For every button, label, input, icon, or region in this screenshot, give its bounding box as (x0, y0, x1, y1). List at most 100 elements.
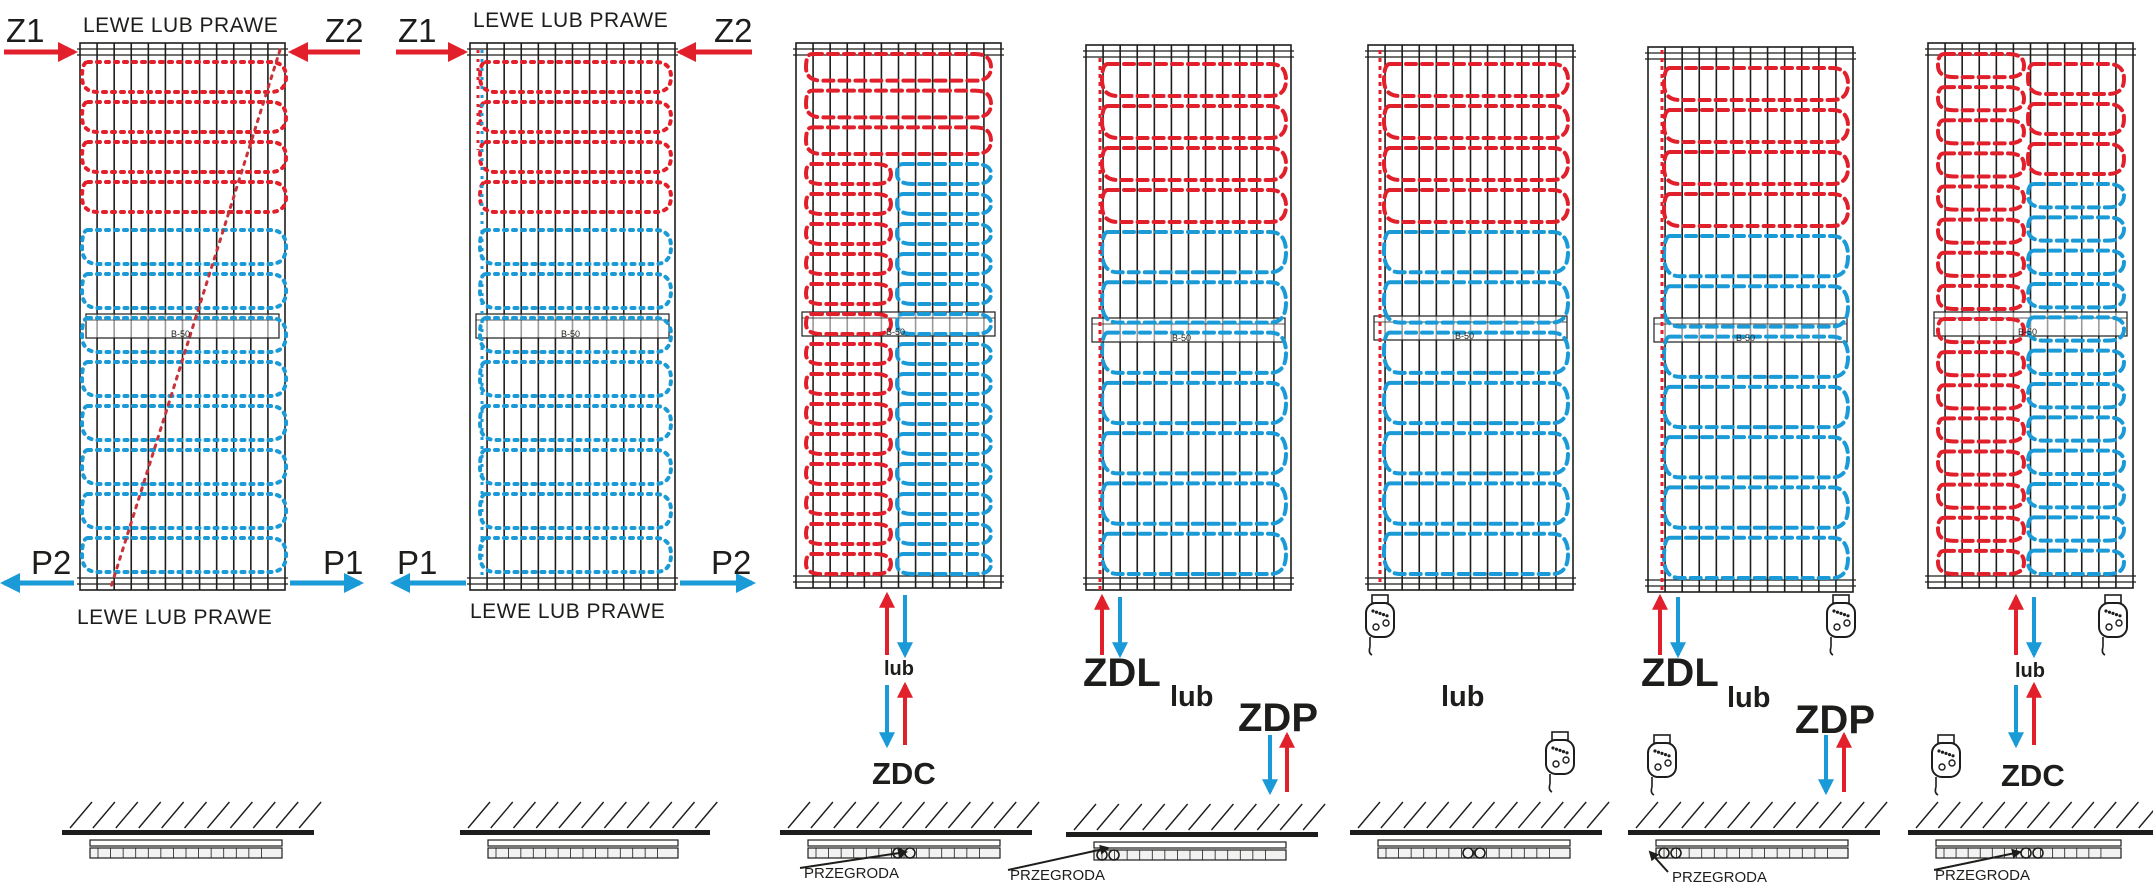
element-dot (1565, 751, 1569, 755)
flow-loop (894, 462, 994, 486)
flow-loop (1935, 250, 2027, 278)
element-knob (2105, 623, 2113, 631)
wall-line (1628, 830, 1880, 835)
wall-hatch (902, 801, 926, 829)
flow-loop (803, 192, 894, 216)
wall-hatch (467, 801, 491, 829)
wall-hatch (252, 801, 276, 829)
panel-6-code-right: ZDP (1795, 698, 1875, 742)
wall-hatch (512, 801, 536, 829)
flow-loop (1661, 535, 1851, 580)
flow-loop (2025, 448, 2127, 476)
flow-loop (2025, 515, 2127, 543)
wall-hatch (1681, 801, 1705, 829)
wall-line (1066, 832, 1318, 837)
element-knob (1843, 619, 1851, 627)
wall-hatch (535, 801, 559, 829)
element-dot (2104, 609, 2108, 613)
wall-hatch (626, 801, 650, 829)
partition-pointer (1648, 850, 1669, 873)
flow-loop (1661, 192, 1851, 228)
flow-loop (803, 462, 894, 486)
flow-paths (79, 48, 2127, 594)
wall-hatch (833, 801, 857, 829)
wall-hatch (1210, 803, 1234, 831)
flow-loop (477, 140, 674, 174)
element-knob (1372, 623, 1380, 631)
panel-2-flow (476, 50, 674, 578)
flow-loop (2025, 182, 2127, 210)
wall-hatch (856, 801, 880, 829)
heating-element-icon (1365, 594, 1395, 656)
element-dot (1378, 611, 1382, 615)
element-knob (2115, 619, 2123, 627)
panel-3: lub ZDC PRZEGRODA (804, 658, 936, 882)
flow-loop (79, 536, 289, 574)
flow-loop (803, 125, 994, 156)
wall-hatch (1302, 803, 1326, 831)
wall-hatch (1188, 803, 1212, 831)
flow-loop (2025, 102, 2127, 136)
element-cap (1832, 594, 1850, 604)
flow-loop (1099, 481, 1289, 526)
section-6 (1628, 801, 1888, 859)
element-cable (1829, 637, 1834, 656)
flow-loop (1935, 548, 2027, 576)
element-dot (1944, 751, 1948, 755)
flow-loop (803, 282, 894, 306)
wall-hatch (1449, 801, 1473, 829)
flow-loop (79, 228, 289, 266)
pipe-connection (1462, 847, 1474, 859)
wall-hatch (1586, 801, 1610, 829)
wall-hatch (2138, 810, 2153, 829)
wall-hatch (69, 801, 93, 829)
flow-loop (1381, 330, 1571, 375)
heating-element-icons (1365, 594, 2128, 796)
panel-1-flow (79, 48, 289, 592)
panel-6: ZDL lub ZDP PRZEGRODA (1641, 651, 1875, 886)
flow-loop (1381, 380, 1571, 426)
radiator-5 (1365, 44, 1576, 591)
element-dot (1558, 748, 1562, 752)
element-dot (2111, 611, 2115, 615)
panel-2-top-label: LEWE LUB PRAWE (473, 9, 668, 32)
panel-5-flow (1378, 50, 1571, 586)
wall-hatch (2049, 801, 2073, 829)
flow-loop (894, 312, 994, 336)
element-dot (1839, 611, 1843, 615)
heating-element-icon (2098, 594, 2128, 656)
panel-5-bar-mark: B-50 (1455, 331, 1474, 341)
flow-loop (477, 272, 674, 310)
wall-hatch (993, 801, 1017, 829)
connection-arrows (0, 42, 2042, 796)
panel-2: LEWE LUB PRAWE LEWE LUB PRAWE Z1 Z2 P1 P… (397, 9, 753, 623)
element-knob (1562, 756, 1570, 764)
crossbar (1933, 311, 2128, 337)
flow-loop (803, 522, 894, 546)
flow-loop (1381, 431, 1571, 476)
element-knob (1654, 763, 1662, 771)
wall-hatch (970, 801, 994, 829)
flow-loop (1935, 383, 2027, 411)
wall-hatch (2026, 801, 2050, 829)
flow-loop (894, 522, 994, 546)
wall-hatch (1357, 801, 1381, 829)
panel-4-flow (1098, 58, 1289, 592)
radiator-drawings (77, 42, 2136, 593)
flow-loop (803, 372, 894, 396)
element-dot (2107, 610, 2112, 614)
flow-loop (803, 162, 894, 186)
element-dot (1951, 754, 1955, 758)
wall-hatch (161, 801, 185, 829)
flow-loop (803, 88, 994, 120)
element-knob (1938, 763, 1946, 771)
flow-loop (894, 282, 994, 306)
panel-6-or-label: lub (1727, 682, 1771, 714)
bracket (89, 839, 283, 847)
flow-loop (803, 552, 894, 576)
element-dot (1551, 746, 1555, 750)
flow-loop (1935, 449, 2027, 477)
flow-loop (477, 360, 674, 398)
wall-hatch (1119, 803, 1143, 831)
flow-loop (79, 100, 289, 134)
